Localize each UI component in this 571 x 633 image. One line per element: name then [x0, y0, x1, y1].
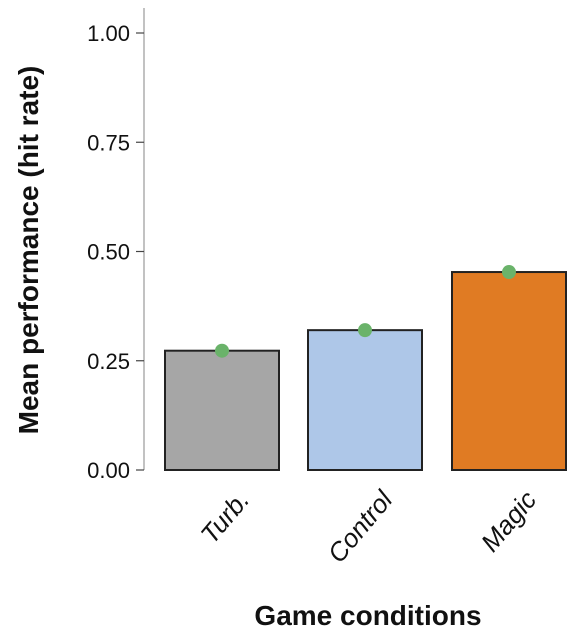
- y-tick-label: 0.25: [87, 349, 130, 374]
- mean-marker: [358, 323, 372, 338]
- x-tick-label: Magic: [475, 485, 543, 557]
- bar-turb: [164, 349, 280, 472]
- mean-marker: [215, 343, 229, 358]
- bar-magic: [451, 271, 567, 471]
- y-axis: 0.00 0.25 0.50 0.75 1.00: [87, 8, 145, 483]
- y-tick-label: 0.75: [87, 130, 130, 155]
- bars: [164, 271, 567, 472]
- y-tick-label: 0.00: [87, 458, 130, 483]
- y-tick-label: 0.50: [87, 240, 130, 265]
- x-tick-label: Control: [321, 484, 399, 568]
- x-tick-labels: Turb. Control Magic: [195, 484, 543, 568]
- mean-marker: [502, 265, 516, 280]
- bar-control: [307, 329, 423, 471]
- x-axis-title: Game conditions: [254, 600, 481, 631]
- y-axis-title: Mean performance (hit rate): [13, 66, 44, 435]
- y-ticks: 0.00 0.25 0.50 0.75 1.00: [87, 21, 144, 483]
- x-tick-label: Turb.: [195, 485, 256, 549]
- error-markers: [215, 265, 516, 358]
- y-tick-label: 1.00: [87, 21, 130, 46]
